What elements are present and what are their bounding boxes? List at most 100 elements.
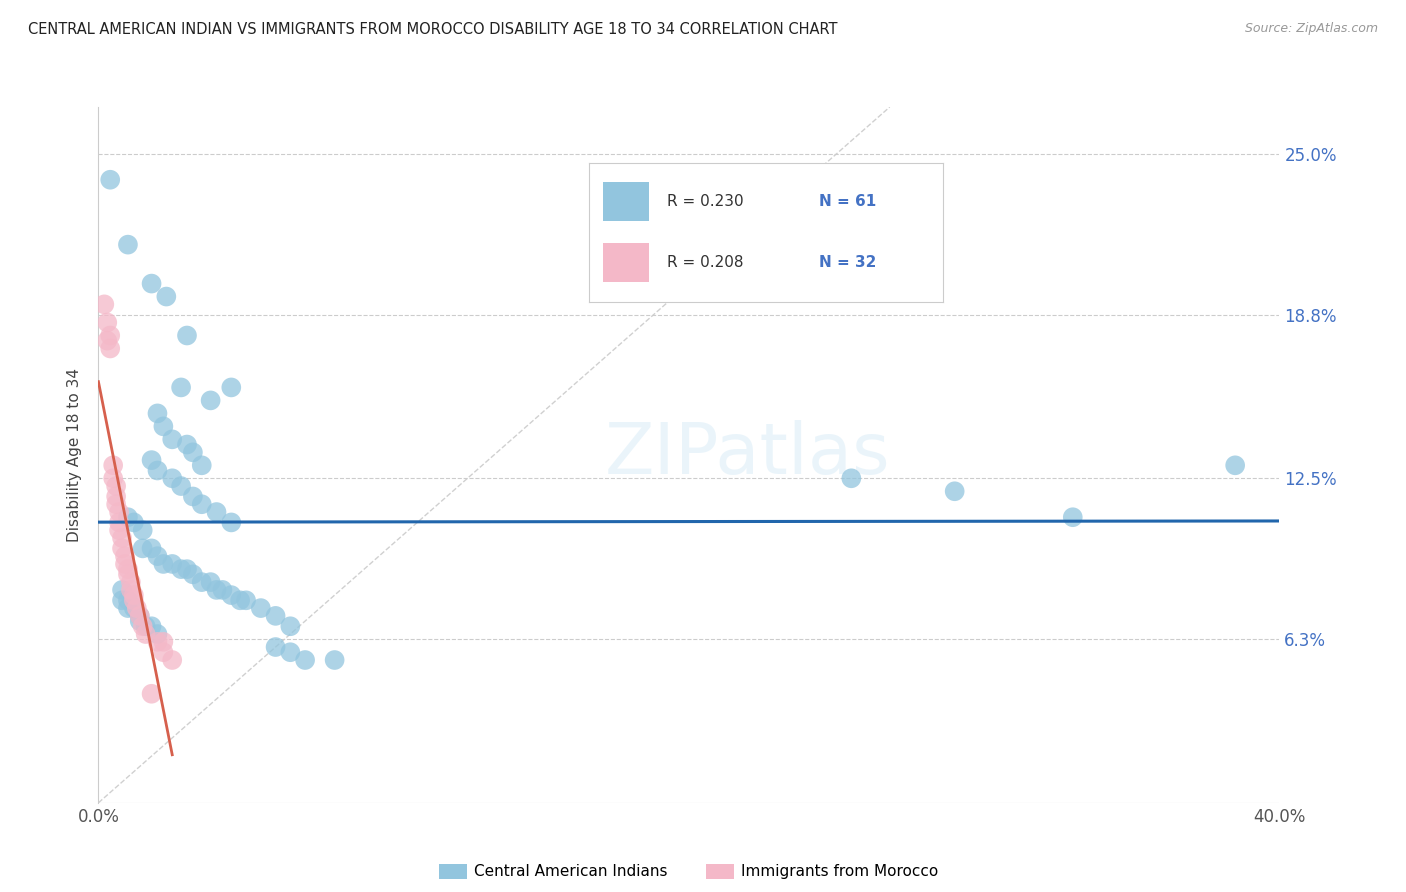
Point [146,463,169,477]
Point [132,523,155,537]
Point [96,316,118,330]
Y-axis label: Disability Age 18 to 34: Disability Age 18 to 34 [67,368,83,542]
Point [229,593,252,607]
Point [122,601,145,615]
Text: R = 0.208: R = 0.208 [666,255,742,270]
Point [132,619,155,633]
Point [323,653,346,667]
Point [122,588,145,602]
Point [152,645,174,659]
Point [181,490,204,504]
Point [111,541,134,556]
Point [176,437,198,451]
Point [181,445,204,459]
Point [114,557,136,571]
Point [162,653,183,667]
Point [250,601,273,615]
Point [219,380,242,394]
Point [235,593,257,607]
Point [141,453,163,467]
Point [205,582,228,597]
Point [170,562,193,576]
Point [219,516,242,530]
Point [191,458,214,473]
Point [117,567,139,582]
Point [162,433,183,447]
Point [141,619,163,633]
Point [141,687,163,701]
Point [111,593,134,607]
Point [181,567,204,582]
Text: R = 0.230: R = 0.230 [666,194,744,209]
Point [122,516,145,530]
Bar [603,182,648,221]
Point [200,393,222,408]
Point [98,342,121,356]
Point [264,640,287,654]
Point [114,549,136,564]
Point [135,619,157,633]
Point [103,458,125,473]
Point [152,635,174,649]
Point [120,582,142,597]
Bar [603,244,648,283]
Point [117,601,139,615]
Point [108,505,131,519]
Text: Source: ZipAtlas.com: Source: ZipAtlas.com [1244,22,1378,36]
Point [278,645,302,659]
Point [170,479,193,493]
Point [162,471,183,485]
Point [294,653,316,667]
Point [98,328,121,343]
Point [200,575,222,590]
Point [841,471,863,485]
Point [111,531,134,545]
Point [1223,458,1246,473]
Point [146,406,169,420]
Point [264,608,287,623]
Text: N = 32: N = 32 [818,255,876,270]
Point [103,471,125,485]
Point [191,497,214,511]
Point [108,523,131,537]
Point [117,593,139,607]
Point [105,497,128,511]
Point [122,593,145,607]
Point [117,237,139,252]
Point [155,289,177,303]
Point [162,557,183,571]
Point [108,516,131,530]
Point [105,479,128,493]
Point [141,277,163,291]
Point [128,608,150,623]
Point [146,635,169,649]
Text: CENTRAL AMERICAN INDIAN VS IMMIGRANTS FROM MOROCCO DISABILITY AGE 18 TO 34 CORRE: CENTRAL AMERICAN INDIAN VS IMMIGRANTS FR… [28,22,838,37]
Point [146,627,169,641]
Point [128,614,150,628]
Point [117,510,139,524]
Point [111,582,134,597]
Point [943,484,966,499]
Point [219,588,242,602]
Point [170,380,193,394]
Text: ZIPatlas: ZIPatlas [605,420,891,490]
Text: N = 61: N = 61 [818,194,876,209]
Point [132,541,155,556]
Point [120,575,142,590]
Point [128,608,150,623]
Point [205,505,228,519]
Point [98,172,121,186]
Point [176,328,198,343]
Point [117,562,139,576]
Point [96,334,118,348]
Point [105,490,128,504]
Point [278,619,302,633]
Point [93,297,115,311]
Point [146,549,169,564]
Point [152,419,174,434]
Point [152,557,174,571]
Point [176,562,198,576]
Point [211,582,233,597]
Point [135,627,157,641]
Point [141,541,163,556]
